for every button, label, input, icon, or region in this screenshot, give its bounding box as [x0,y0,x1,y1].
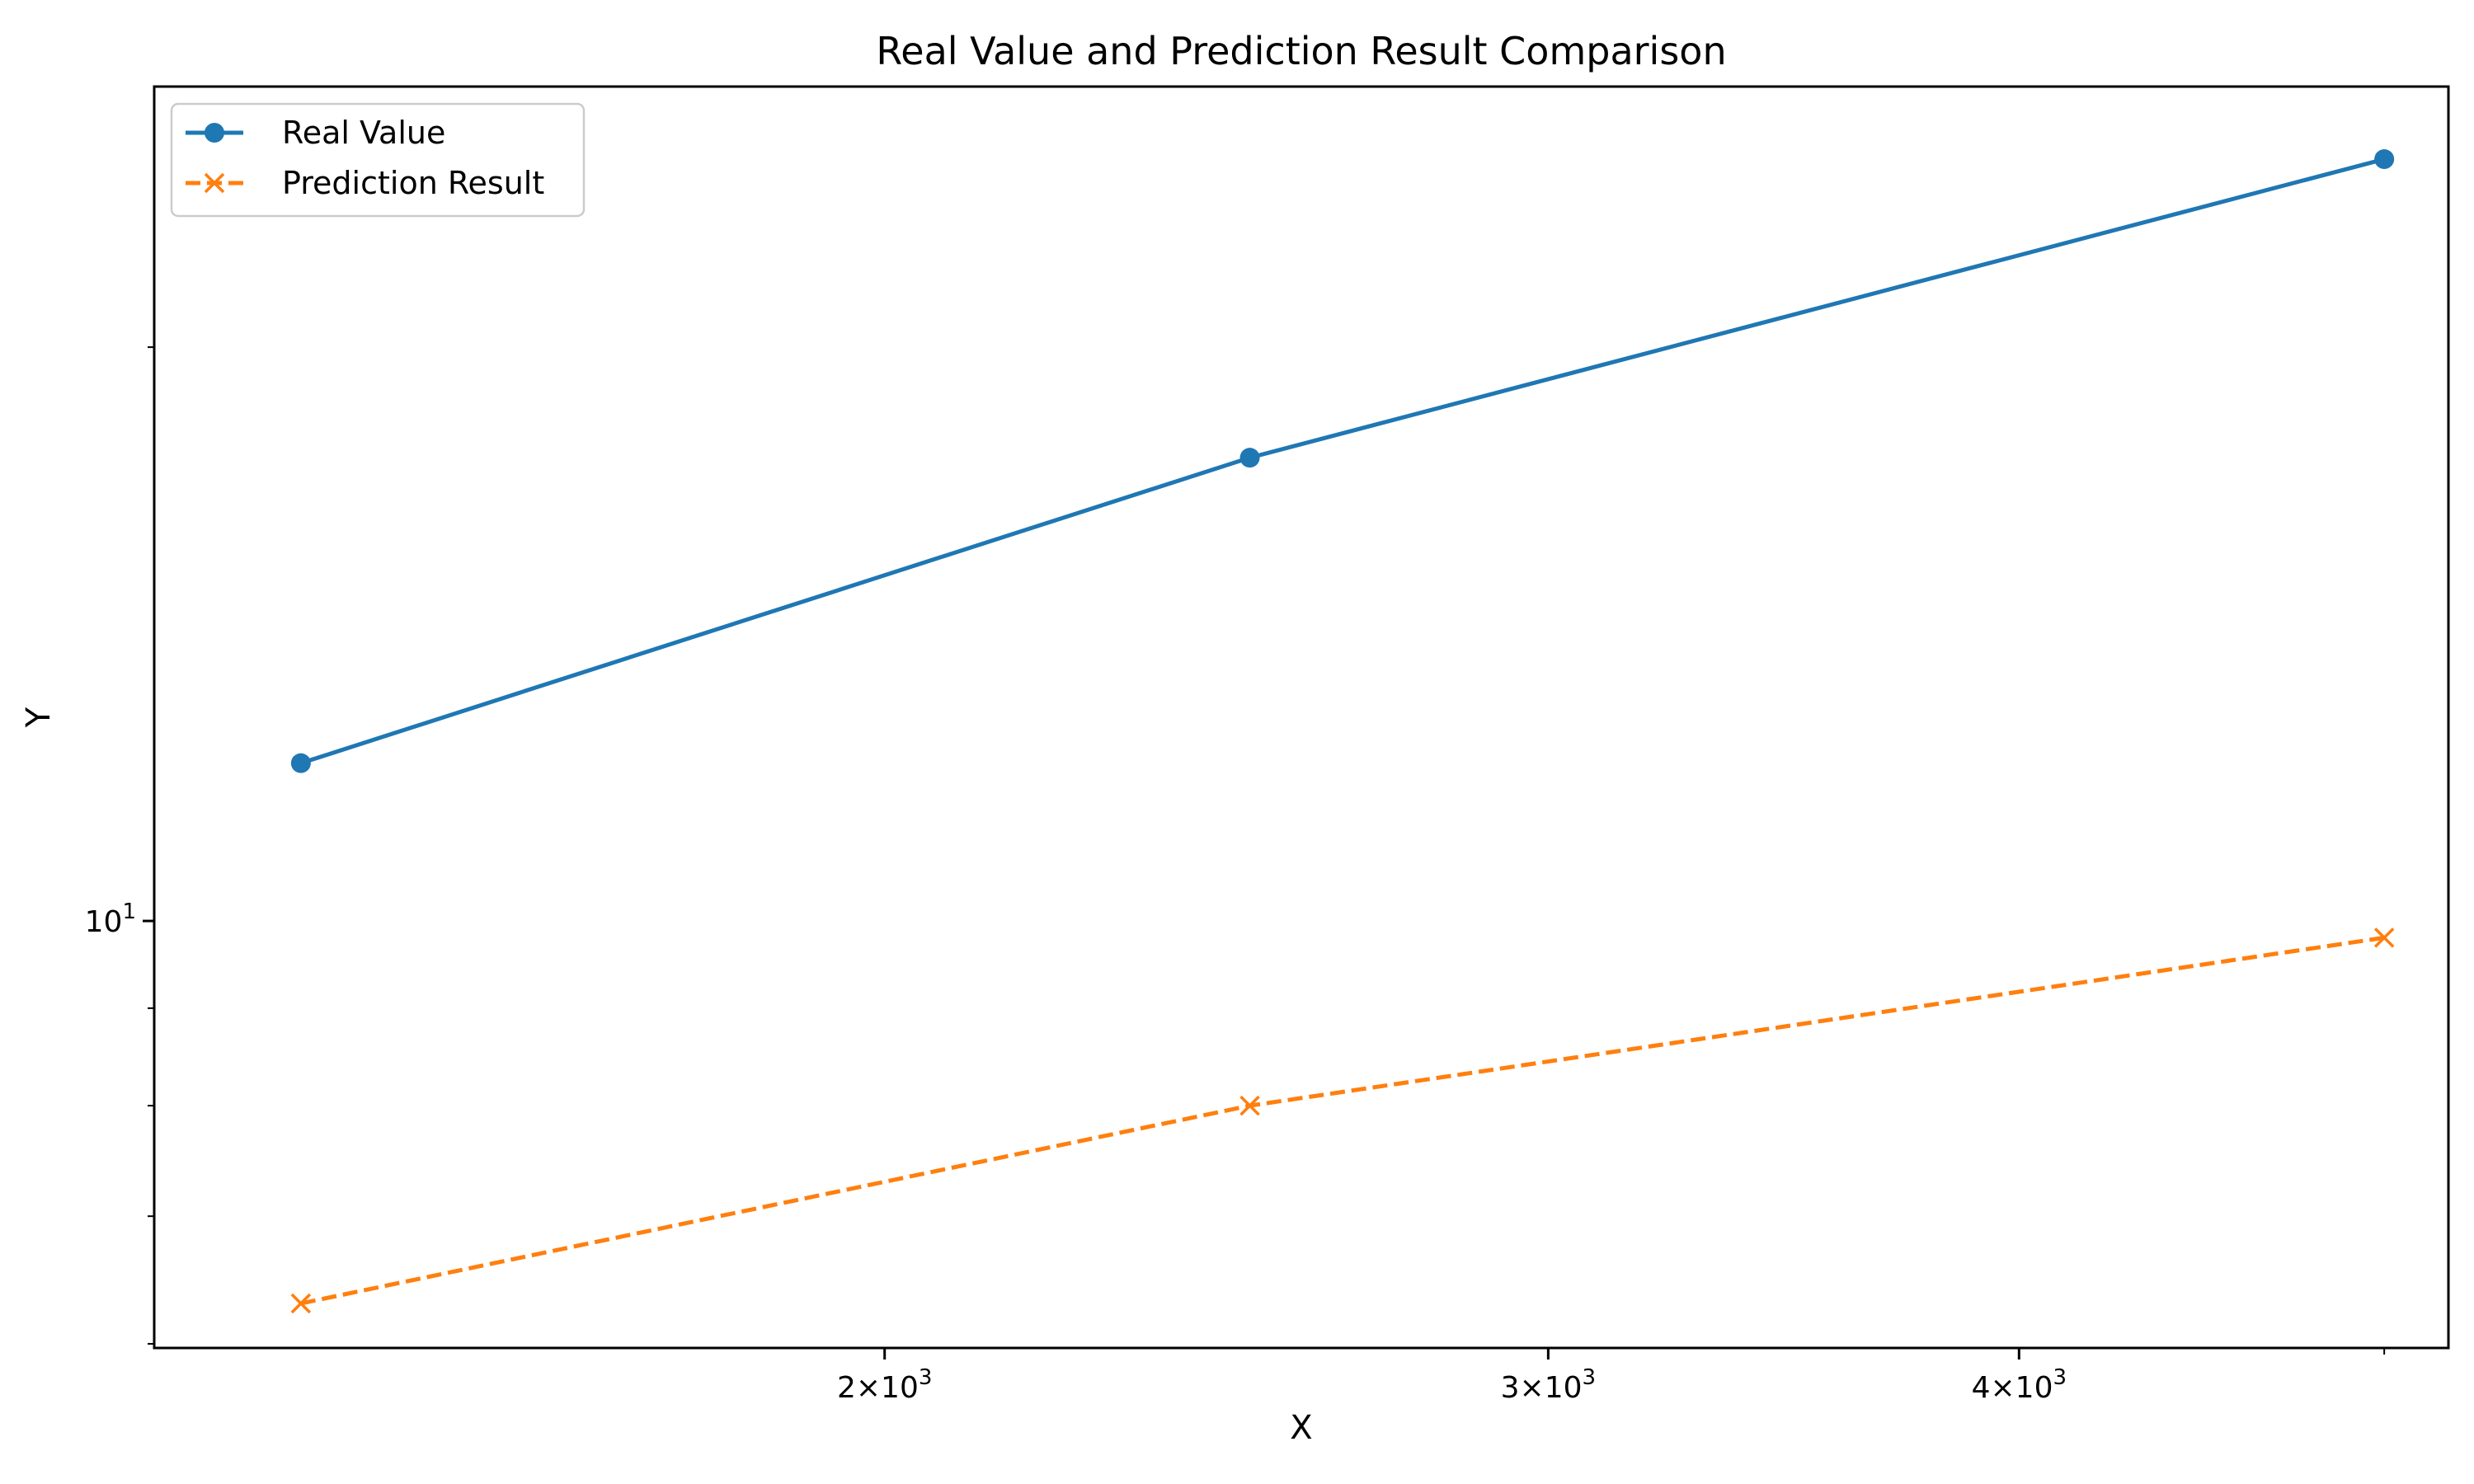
chart-title: Real Value and Prediction Result Compari… [876,29,1726,73]
series-1-point-3 [2374,149,2395,170]
series-line-1 [300,157,2385,766]
x-tick-label-2: 3×103 [1501,1365,1596,1405]
series-2-point-2 [1239,1095,1260,1116]
x-tick-label-3: 4×103 [1972,1365,2067,1405]
legend-marker-1 [205,123,224,143]
legend: Real Value Prediction Result [170,102,586,218]
series-1-point-1 [290,753,311,773]
x-tick-label-1: 2×103 [837,1365,932,1405]
plot-area [290,149,2395,1314]
legend-label-1: Real Value [282,115,445,151]
x-axis-label: X [1290,1409,1312,1447]
legend-marker-2 [204,172,225,194]
series-2-point-1 [290,1293,312,1314]
legend-label-2: Prediction Result [282,165,544,201]
plot-frame [153,85,2450,1350]
legend-box [170,102,586,218]
y-tick-label-1: 101 [85,899,136,939]
axes-ticks: 2×103 3×103 4×103 101 [85,346,2386,1405]
y-axis-label: Y [20,707,58,728]
series-2-point-3 [2373,928,2395,948]
series-1-point-2 [1239,448,1260,468]
series-line-2 [300,935,2385,1306]
